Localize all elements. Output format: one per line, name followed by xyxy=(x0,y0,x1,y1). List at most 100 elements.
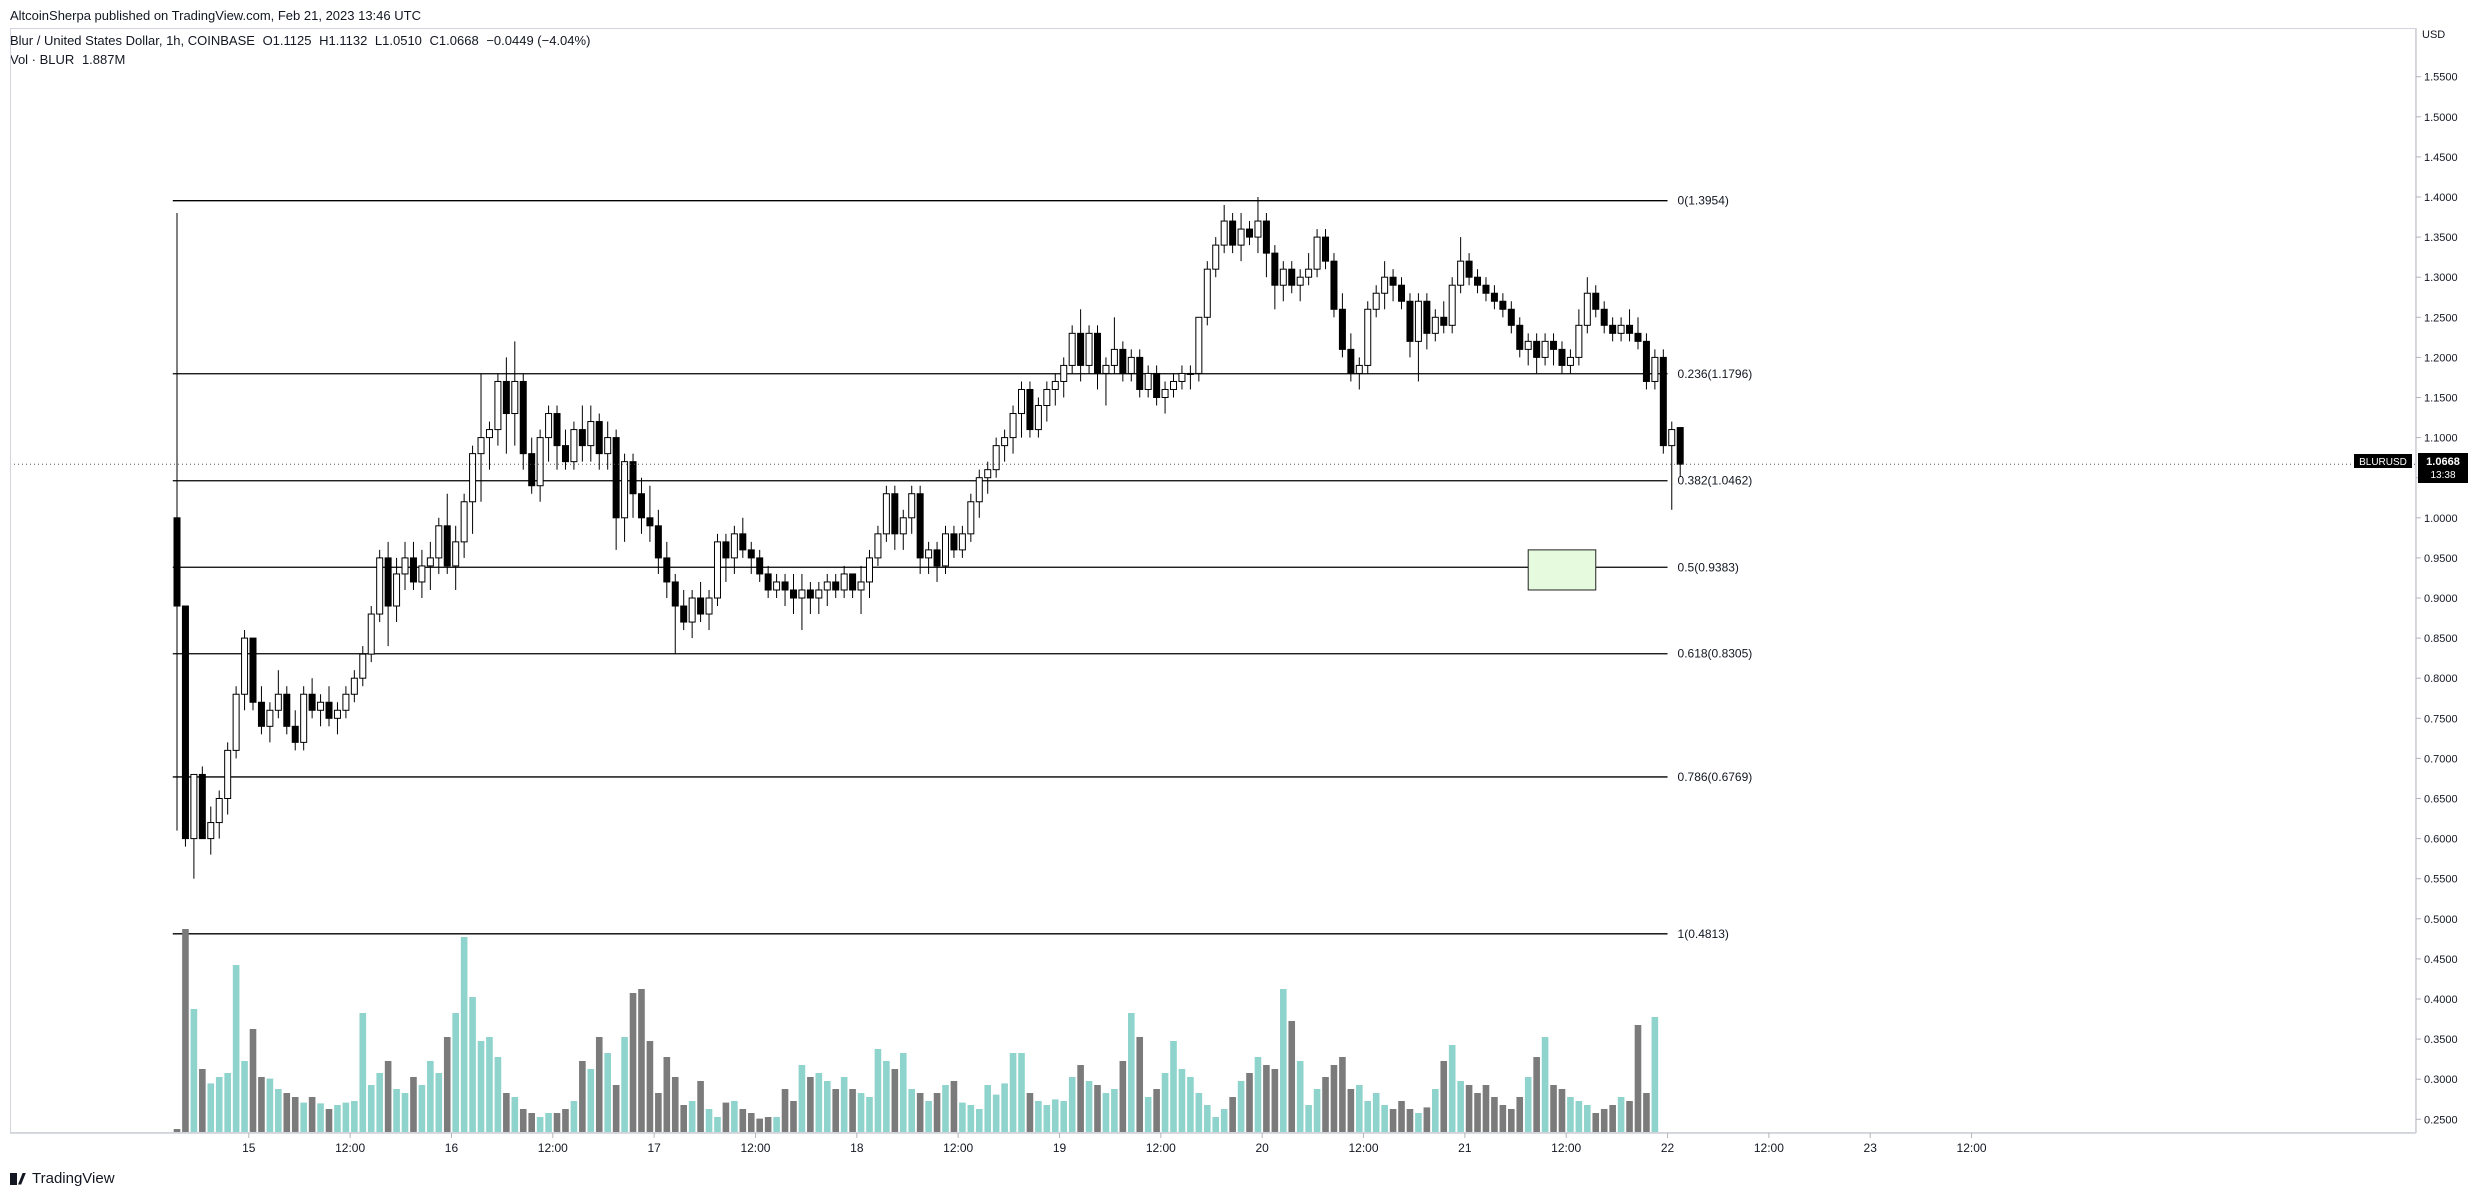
candle-body xyxy=(283,693,291,727)
volume-bar xyxy=(1389,1109,1397,1133)
volume-bar xyxy=(866,1097,873,1133)
candle-body xyxy=(1178,372,1186,382)
candle-body xyxy=(925,549,933,559)
volume-bar xyxy=(747,1113,755,1133)
price-tag-bg xyxy=(2418,453,2468,483)
volume-bar xyxy=(1550,1085,1557,1133)
volume-bar xyxy=(266,1078,274,1133)
volume-bar xyxy=(503,1093,510,1133)
volume-bar xyxy=(418,1085,426,1133)
candle-body xyxy=(1322,236,1330,262)
candle-body xyxy=(1034,405,1042,431)
open-value: O1.1125 xyxy=(262,33,312,48)
candle-body xyxy=(1423,300,1431,334)
fibonacci-retracement[interactable]: 0(1.3954) 0.236(1.1796) 0.382(1.0462) 0.5(0… xyxy=(172,194,1753,941)
candle-body xyxy=(629,461,637,495)
price-tick-label: 1.4500 xyxy=(2424,152,2458,164)
time-axis[interactable]: 15 12:00 16 12:00 17 12:00 18 12:00 19 12:00 20 12:… xyxy=(242,1133,1987,1155)
candle-body xyxy=(1254,220,1262,238)
volume-bar xyxy=(1178,1069,1186,1133)
candle-body xyxy=(1457,260,1465,286)
price-tag-value: 1.0668 xyxy=(2426,456,2460,468)
volume-bar xyxy=(1372,1093,1380,1133)
candle-body xyxy=(587,421,595,447)
volume-bar xyxy=(1026,1093,1034,1133)
volume-bar xyxy=(638,989,645,1133)
candle-body xyxy=(773,581,781,591)
volume-bar xyxy=(199,1069,206,1133)
candle-body xyxy=(865,557,873,583)
target-zone[interactable] xyxy=(1527,549,1597,591)
candle-body xyxy=(832,581,840,591)
candle-body xyxy=(1626,324,1634,334)
volume-bar xyxy=(1102,1093,1110,1133)
time-tick-label: 12:00 xyxy=(1957,1141,1987,1155)
candle-body xyxy=(553,413,561,447)
close-value: C1.0668 xyxy=(429,33,479,48)
volume-bar xyxy=(351,1101,358,1133)
candle-body xyxy=(570,429,578,463)
price-tick-label: 0.7000 xyxy=(2424,753,2458,765)
candle-body xyxy=(325,701,333,719)
volume-bar xyxy=(612,1085,620,1133)
time-tick-label: 12:00 xyxy=(335,1141,365,1155)
volume-bar xyxy=(1457,1081,1464,1133)
volume-bar xyxy=(1432,1089,1439,1133)
candle-body xyxy=(1364,308,1372,366)
symbol-title: Blur / United States Dollar, 1h, COINBAS… xyxy=(10,33,255,48)
price-tick-label: 0.8500 xyxy=(2424,633,2458,645)
fib-level-label: 0.618(0.8305) xyxy=(1678,647,1753,661)
volume-bar xyxy=(258,1077,265,1133)
volume-bar xyxy=(1347,1089,1355,1133)
candle-body xyxy=(705,597,713,615)
candle-body xyxy=(789,589,797,599)
price-tick-label: 0.2500 xyxy=(2424,1114,2458,1126)
candle-body xyxy=(1609,324,1617,334)
volume-bar xyxy=(1153,1089,1160,1133)
candle-body xyxy=(1431,316,1439,334)
candle-body xyxy=(1499,300,1507,310)
candle-body xyxy=(857,581,865,591)
volume-bar xyxy=(1541,1037,1549,1133)
fib-level-label: 0.786(0.6769) xyxy=(1678,770,1753,784)
volume-bar xyxy=(1119,1061,1127,1133)
candle-body xyxy=(409,557,417,583)
candle-body xyxy=(545,413,553,439)
volume-bar xyxy=(1339,1057,1346,1133)
candle-body xyxy=(376,557,384,615)
price-tick-label: 1.1000 xyxy=(2424,433,2458,445)
candle-body xyxy=(1355,364,1363,374)
volume-bar xyxy=(536,1117,544,1133)
candle-body xyxy=(595,421,603,455)
volume-bar xyxy=(883,1061,890,1133)
volume-bar xyxy=(1195,1093,1203,1133)
volume-bar xyxy=(1651,1017,1659,1133)
fib-level-label: 0.382(1.0462) xyxy=(1678,474,1753,488)
volume-bar xyxy=(1381,1105,1388,1133)
candle-body xyxy=(1659,356,1667,447)
candle-body xyxy=(477,437,485,455)
candle-body xyxy=(1127,356,1135,374)
volume-bar xyxy=(1499,1105,1507,1133)
candle-body xyxy=(1398,284,1406,302)
candle-body xyxy=(713,541,721,599)
symbol-legend[interactable]: Blur / United States Dollar, 1h, COINBAS… xyxy=(10,33,594,48)
candle-body xyxy=(1153,372,1161,399)
tradingview-brand[interactable]: TradingView xyxy=(10,1170,115,1187)
candle-body xyxy=(730,533,738,559)
candle-body xyxy=(1085,332,1093,366)
tradingview-logo-icon xyxy=(10,1172,26,1185)
volume-bar xyxy=(1237,1081,1245,1133)
volume-bar xyxy=(1296,1061,1304,1133)
candle-body xyxy=(190,773,198,840)
price-axis[interactable]: USD 1.5500 1.5000 1.4500 1.4000 1.3500 1.3000… xyxy=(2416,29,2458,1126)
time-tick-label: 12:00 xyxy=(1754,1141,1784,1155)
volume-legend[interactable]: Vol · BLUR 1.887M xyxy=(10,52,129,67)
volume-bar xyxy=(1533,1057,1540,1133)
candle-body xyxy=(1541,340,1549,358)
time-tick-label: 15 xyxy=(242,1141,256,1155)
volume-bar xyxy=(1170,1041,1177,1133)
volume-bar xyxy=(1567,1097,1574,1133)
